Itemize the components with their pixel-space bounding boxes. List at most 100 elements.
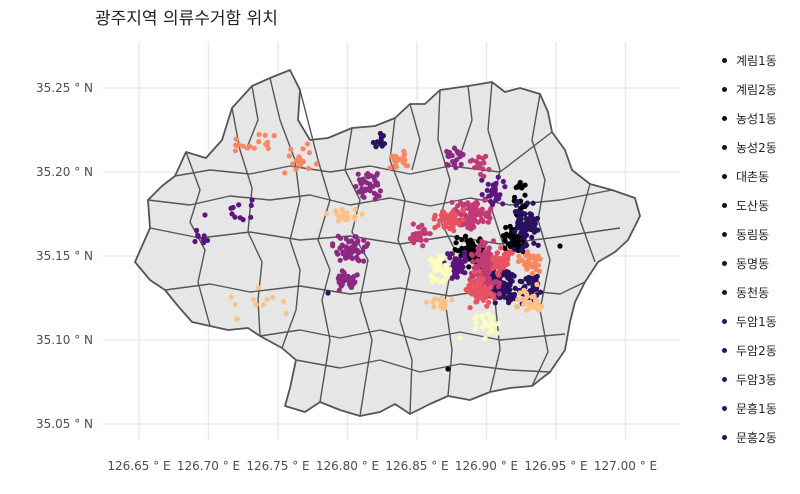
x-tick-label: 126.85 ° E [385, 459, 448, 473]
legend-dot-icon [722, 377, 727, 382]
collection-box-point [480, 155, 486, 161]
collection-box-point [456, 264, 462, 271]
collection-box-point [447, 216, 453, 222]
collection-box-point [397, 156, 404, 162]
collection-box-point [192, 238, 198, 245]
legend-dot-icon [722, 174, 727, 179]
collection-box-point [480, 324, 486, 330]
collection-box-point [494, 250, 500, 256]
collection-box-point [229, 211, 235, 217]
collection-box-point [432, 212, 438, 218]
legend-item: 계림1동 [718, 46, 798, 75]
collection-box-point [470, 214, 476, 220]
legend-label: 농성1동 [736, 112, 777, 126]
collection-box-point [437, 261, 443, 267]
collection-box-point [529, 215, 535, 221]
collection-box-point [470, 207, 476, 214]
legend-item: 계림2동 [718, 75, 798, 104]
collection-box-point [421, 226, 427, 232]
collection-box-point [479, 286, 485, 292]
collection-box-point [454, 219, 460, 225]
collection-box-point [530, 200, 536, 206]
collection-box-point [526, 280, 532, 286]
legend-label: 대촌동 [736, 170, 770, 184]
collection-box-point [339, 206, 345, 212]
legend-item: 농성2동 [718, 133, 798, 162]
collection-box-point [469, 279, 475, 285]
collection-box-point [487, 280, 493, 286]
collection-box-point [423, 237, 429, 243]
collection-box-point [490, 238, 497, 244]
collection-box-point [526, 222, 532, 228]
collection-box-point [467, 158, 473, 164]
collection-box-point [234, 316, 240, 322]
x-tick-label: 126.90 ° E [455, 459, 518, 473]
collection-box-point [401, 153, 407, 159]
collection-box-point [341, 270, 347, 276]
collection-box-point [468, 226, 474, 232]
collection-box-point [467, 305, 473, 311]
y-tick-label: 35.20 ° N [36, 165, 93, 179]
collection-box-point [337, 257, 343, 263]
legend-dot-icon [722, 116, 727, 121]
collection-box-point [340, 251, 346, 257]
collection-box-point [523, 290, 529, 296]
y-tick-label: 35.10 ° N [36, 333, 93, 347]
collection-box-point [448, 251, 454, 257]
collection-box-point [516, 221, 522, 227]
collection-box-point [361, 258, 367, 264]
collection-box-point [288, 146, 294, 152]
collection-box-point [324, 211, 330, 217]
collection-box-point [377, 141, 384, 147]
collection-box-point [298, 162, 304, 168]
x-tick-label: 126.75 ° E [246, 459, 309, 473]
collection-box-point [471, 269, 478, 275]
collection-box-points [192, 130, 563, 372]
collection-box-point [249, 197, 255, 203]
collection-box-point [514, 303, 520, 310]
collection-box-point [403, 162, 409, 168]
collection-box-point [442, 298, 448, 304]
legend-label: 문흥1동 [736, 402, 777, 416]
collection-box-point [473, 294, 480, 300]
collection-box-point [503, 224, 509, 231]
collection-box-point [458, 161, 464, 167]
district-border [245, 85, 259, 151]
collection-box-point [300, 146, 306, 152]
collection-box-point [201, 240, 207, 246]
collection-box-point [251, 145, 257, 151]
legend-dot-icon [722, 435, 727, 440]
collection-box-point [374, 180, 380, 186]
collection-box-point [496, 291, 502, 297]
collection-box-point [485, 292, 491, 298]
x-tick-label: 126.80 ° E [316, 459, 379, 473]
collection-box-point [475, 164, 481, 170]
legend-dot-icon [722, 261, 727, 266]
collection-box-point [524, 242, 530, 248]
collection-box-point [500, 178, 506, 185]
collection-box-point [537, 289, 544, 295]
collection-box-point [363, 186, 369, 192]
collection-box-point [459, 261, 465, 267]
collection-box-point [491, 274, 497, 280]
collection-box-point [411, 240, 417, 246]
collection-box-point [535, 242, 541, 248]
collection-box-point [378, 137, 384, 143]
collection-box-point [438, 295, 444, 302]
collection-box-point [473, 299, 479, 305]
collection-box-point [233, 136, 239, 142]
legend-item: 동림동 [718, 220, 798, 249]
collection-box-point [518, 247, 525, 253]
collection-box-point [445, 251, 451, 257]
collection-box-point [463, 287, 469, 293]
collection-box-point [361, 237, 367, 243]
collection-box-point [498, 256, 504, 262]
collection-box-point [236, 202, 242, 208]
collection-box-point [517, 290, 523, 296]
legend-item: 동천동 [718, 278, 798, 307]
collection-box-point [536, 307, 542, 313]
legend-item: 동명동 [718, 249, 798, 278]
collection-box-point [519, 279, 525, 285]
collection-box-point [444, 161, 450, 168]
collection-box-point [503, 231, 509, 237]
